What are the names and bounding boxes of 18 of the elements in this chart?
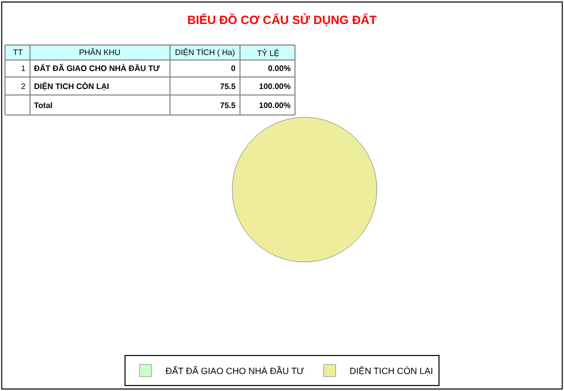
text: 0.00% [268,64,291,73]
chart-title: BIỂU ĐỒ CƠ CẤU SỬ DỤNG ĐẤT [187,13,378,28]
text: 100.00% [259,82,291,91]
text: 2 [21,82,26,91]
text: TT [13,48,23,57]
text: DIỆN TÍCH ( Ha) [175,48,236,57]
text: TỶ LỆ [257,48,280,58]
text: Total [34,101,53,110]
text: 0 [231,64,236,73]
legend-label: DIỆN TICH CÒN LẠI [350,366,434,376]
text: PHÂN KHU [79,48,121,57]
text: 75.5 [220,101,236,110]
category-label: DIỆN TICH CÒN LẠI [34,82,110,91]
data-label: 75.5 [220,82,236,91]
legend-label: ĐẤT ĐÃ GIAO CHO NHÀ ĐẦU TƯ [166,365,305,376]
text: 1 [21,64,26,73]
text: 100.00% [259,101,291,110]
category-label: ĐẤT ĐÃ GIAO CHO NHÀ ĐẦU TƯ [34,64,160,73]
